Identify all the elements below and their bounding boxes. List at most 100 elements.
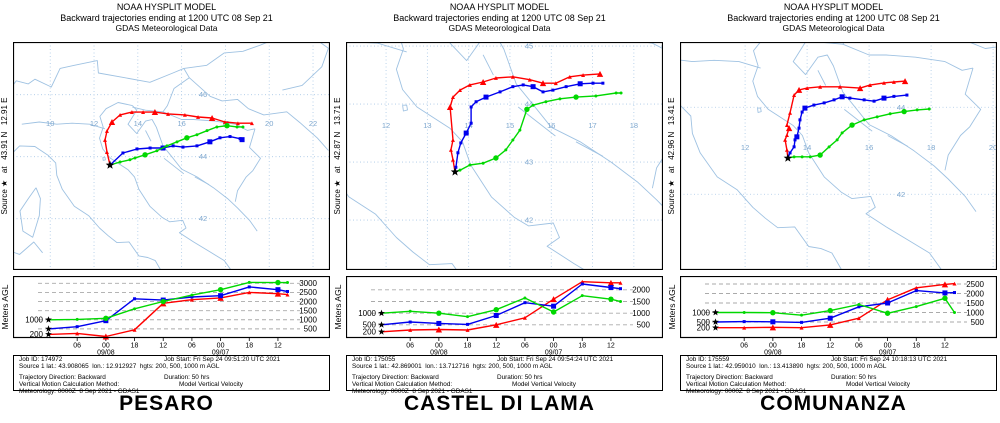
svg-text:200: 200 xyxy=(697,324,711,333)
svg-text:500: 500 xyxy=(637,321,651,330)
svg-text:12: 12 xyxy=(826,343,834,350)
svg-text:12: 12 xyxy=(159,343,167,350)
info-meteorology-row: Meteorology: 0000Z 8 Sep 2021 - GDAS1 xyxy=(352,387,473,395)
svg-text:12: 12 xyxy=(274,343,282,350)
svg-text:500: 500 xyxy=(697,318,711,327)
info-method-row: Vertical Motion Calculation Method: Model… xyxy=(686,380,996,389)
info-meteorology-row: Meteorology: 0000Z 8 Sep 2021 - GDAS1 xyxy=(686,387,807,395)
trajectory-map: 10121416182022424446 xyxy=(13,42,330,270)
svg-text:500: 500 xyxy=(304,325,318,334)
title-model: NOAA HYSPLIT MODEL xyxy=(449,2,550,12)
job-start: Job Start: Fri Sep 24 09:51:20 UTC 2021 xyxy=(164,356,281,363)
source-axis-label: Source ★ at 43.91 N 12.91 E xyxy=(0,97,9,215)
run-info-box: Job ID: 175055 Job Start: Fri Sep 24 09:5… xyxy=(346,355,663,395)
svg-text:00: 00 xyxy=(217,343,225,350)
svg-text:00: 00 xyxy=(769,343,777,350)
svg-text:16: 16 xyxy=(547,121,555,130)
svg-text:18: 18 xyxy=(578,343,586,350)
duration: Duration: 50 hrs xyxy=(164,373,210,381)
title-meteorology: GDAS Meteorological Data xyxy=(115,23,218,33)
svg-text:44: 44 xyxy=(525,100,533,109)
title-model: NOAA HYSPLIT MODEL xyxy=(783,2,884,12)
vertical-motion-method-value: Model Vertical Velocity xyxy=(846,380,910,388)
info-source-row: Source 1 lat.: 42.959010 lon.: 13.413890… xyxy=(686,362,887,370)
svg-text:18: 18 xyxy=(131,343,139,350)
title-trajectories: Backward trajectories ending at 1200 UTC… xyxy=(727,12,940,23)
panel-castel-di-lama: NOAA HYSPLIT MODEL Backward trajectories… xyxy=(333,0,666,423)
info-direction-row: Trajectory Direction: Backward Duration: … xyxy=(19,373,329,382)
svg-text:46: 46 xyxy=(199,90,207,99)
svg-text:1000: 1000 xyxy=(299,316,317,325)
svg-text:09/07: 09/07 xyxy=(879,350,897,356)
svg-text:1500: 1500 xyxy=(299,306,317,315)
svg-text:2000: 2000 xyxy=(966,289,984,298)
info-meteorology-row: Meteorology: 0000Z 8 Sep 2021 - GDAS1 xyxy=(19,387,140,395)
job-start: Job Start: Fri Sep 24 10:18:13 UTC 2021 xyxy=(831,356,948,363)
svg-text:18: 18 xyxy=(798,343,806,350)
svg-text:12: 12 xyxy=(492,343,500,350)
plot-title: NOAA HYSPLIT MODEL Backward trajectories… xyxy=(0,2,333,33)
vertical-motion-method: Vertical Motion Calculation Method: xyxy=(686,380,787,388)
svg-text:13: 13 xyxy=(423,121,431,130)
svg-text:10: 10 xyxy=(46,119,54,128)
svg-text:20: 20 xyxy=(989,143,997,152)
vertical-motion-method: Vertical Motion Calculation Method: xyxy=(19,380,120,388)
svg-text:06: 06 xyxy=(188,343,196,350)
info-method-row: Vertical Motion Calculation Method: Model… xyxy=(352,381,662,389)
job-start: Job Start: Fri Sep 24 09:54:24 UTC 2021 xyxy=(497,356,614,363)
svg-text:09/07: 09/07 xyxy=(212,350,230,356)
svg-text:06: 06 xyxy=(73,343,81,350)
info-job-row: Job ID: 175055 Job Start: Fri Sep 24 09:5… xyxy=(352,356,662,364)
svg-text:17: 17 xyxy=(588,121,596,130)
trajectory-direction: Trajectory Direction: Backward xyxy=(686,373,773,381)
duration: Duration: 50 hrs xyxy=(831,373,877,381)
run-info-box: Job ID: 174972 Job Start: Fri Sep 24 09:5… xyxy=(13,355,330,395)
job-id: Job ID: 175055 xyxy=(352,356,396,363)
vertical-motion-method-value: Model Vertical Velocity xyxy=(179,380,243,388)
svg-text:00: 00 xyxy=(435,343,443,350)
svg-text:06: 06 xyxy=(406,343,414,350)
svg-text:18: 18 xyxy=(464,343,472,350)
info-method-row: Vertical Motion Calculation Method: Model… xyxy=(19,380,329,389)
station-name: CASTEL DI LAMA xyxy=(404,392,595,415)
svg-text:42: 42 xyxy=(897,190,905,199)
meters-agl-axis-label: Meters AGL xyxy=(667,284,677,330)
svg-text:500: 500 xyxy=(363,321,377,330)
plot-title: NOAA HYSPLIT MODEL Backward trajectories… xyxy=(667,2,1000,33)
svg-text:1500: 1500 xyxy=(966,299,984,308)
info-source-row: Source 1 lat.: 42.869001 lon.: 13.712716… xyxy=(352,362,553,370)
svg-text:09/08: 09/08 xyxy=(430,350,448,356)
svg-text:06: 06 xyxy=(855,343,863,350)
svg-text:45: 45 xyxy=(525,42,533,51)
svg-text:12: 12 xyxy=(607,343,615,350)
info-job-row: Job ID: 174972 Job Start: Fri Sep 24 09:5… xyxy=(19,356,329,364)
svg-text:14: 14 xyxy=(464,121,472,130)
svg-text:18: 18 xyxy=(630,121,638,130)
svg-text:12: 12 xyxy=(941,343,949,350)
svg-text:09/08: 09/08 xyxy=(764,350,782,356)
svg-text:1000: 1000 xyxy=(692,308,710,317)
svg-text:22: 22 xyxy=(309,119,317,128)
svg-text:18: 18 xyxy=(245,343,253,350)
svg-text:12: 12 xyxy=(741,143,749,152)
panel-pesaro: NOAA HYSPLIT MODEL Backward trajectories… xyxy=(0,0,333,423)
svg-text:14: 14 xyxy=(134,119,142,128)
info-direction-row: Trajectory Direction: Backward Duration: … xyxy=(686,373,996,382)
title-meteorology: GDAS Meteorological Data xyxy=(448,23,551,33)
panel-comunanza: NOAA HYSPLIT MODEL Backward trajectories… xyxy=(667,0,1000,423)
svg-text:09/07: 09/07 xyxy=(545,350,563,356)
trajectory-direction: Trajectory Direction: Backward xyxy=(19,373,106,381)
svg-text:12: 12 xyxy=(382,121,390,130)
trajectory-direction: Trajectory Direction: Backward xyxy=(352,373,439,381)
svg-text:20: 20 xyxy=(265,119,273,128)
job-id: Job ID: 175559 xyxy=(686,356,730,363)
svg-text:2000: 2000 xyxy=(299,297,317,306)
svg-text:2000: 2000 xyxy=(632,286,650,295)
svg-text:06: 06 xyxy=(521,343,529,350)
svg-text:16: 16 xyxy=(177,119,185,128)
svg-text:1000: 1000 xyxy=(632,309,650,318)
